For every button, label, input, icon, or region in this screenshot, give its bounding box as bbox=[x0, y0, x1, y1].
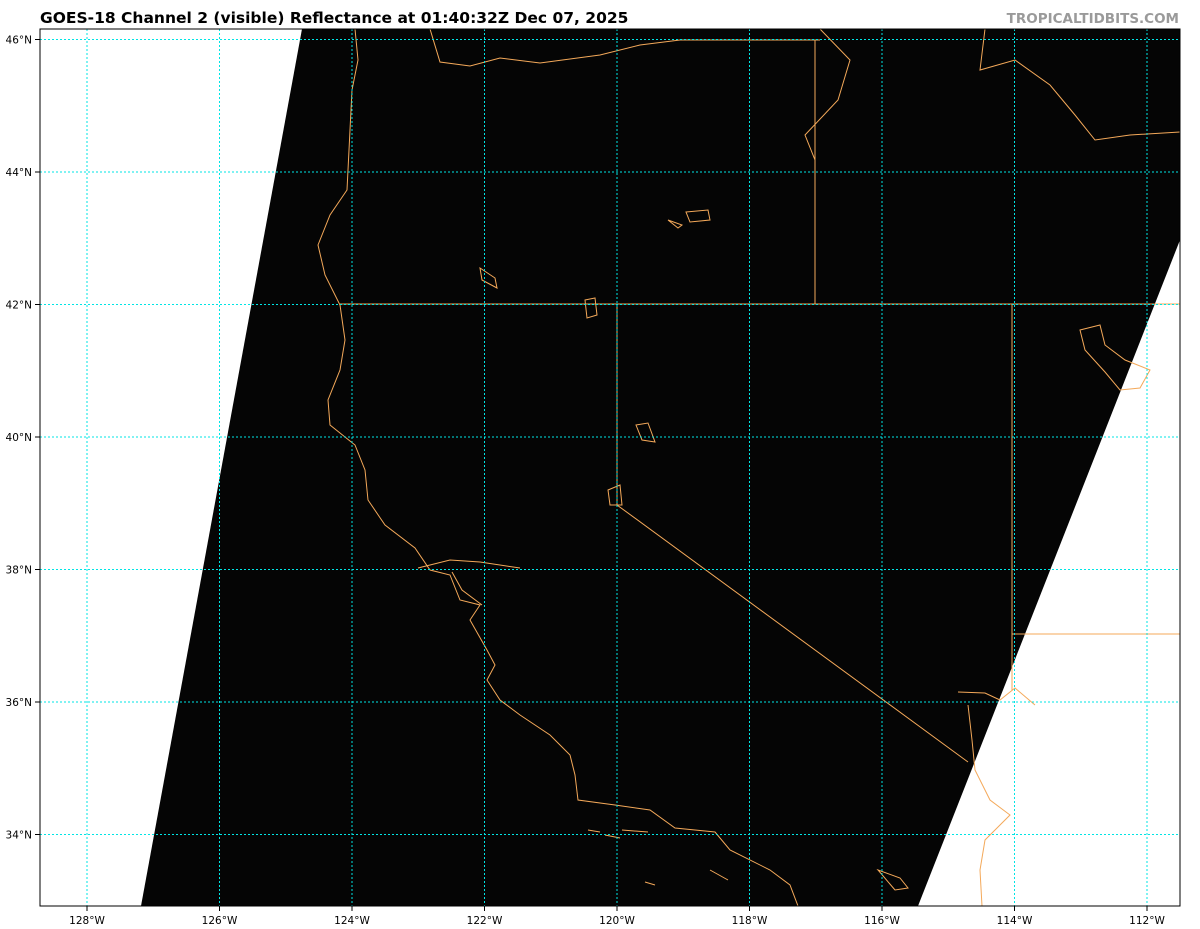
lon-label: 124°W bbox=[334, 915, 370, 927]
map-frame bbox=[39, 28, 1181, 907]
bay-area-coast bbox=[417, 559, 521, 606]
lon-label: 114°W bbox=[997, 915, 1033, 927]
lake bbox=[479, 209, 711, 443]
lat-label: 36°N bbox=[6, 697, 32, 709]
lon-label: 126°W bbox=[202, 915, 238, 927]
lake-tahoe bbox=[607, 484, 623, 506]
lon-label: 118°W bbox=[732, 915, 768, 927]
lon-label: 128°W bbox=[69, 915, 105, 927]
lon-label: 122°W bbox=[467, 915, 503, 927]
lat-label: 38°N bbox=[6, 565, 32, 577]
channel-islands bbox=[587, 829, 909, 891]
columbia-river bbox=[429, 29, 820, 67]
lat-label: 34°N bbox=[6, 830, 32, 842]
lat-label: 46°N bbox=[6, 35, 32, 47]
map-title: GOES-18 Channel 2 (visible) Reflectance … bbox=[40, 9, 629, 27]
coastline bbox=[317, 29, 799, 906]
gulf-of-california-coast bbox=[957, 687, 1036, 906]
lon-label: 116°W bbox=[864, 915, 900, 927]
lat-label: 42°N bbox=[6, 300, 32, 312]
great-salt-lake bbox=[1079, 324, 1151, 391]
northern-river bbox=[979, 29, 1180, 141]
lon-label: 120°W bbox=[599, 915, 635, 927]
lat-label: 40°N bbox=[6, 432, 32, 444]
lon-label: 112°W bbox=[1129, 915, 1165, 927]
watermark: TROPICALTIDBITS.COM bbox=[1006, 11, 1179, 27]
imagery-swath bbox=[141, 29, 1180, 906]
lat-label: 44°N bbox=[6, 167, 32, 179]
